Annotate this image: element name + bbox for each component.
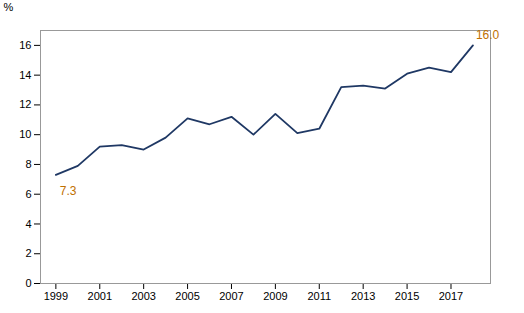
svg-text:7.3: 7.3: [60, 184, 77, 198]
svg-text:8: 8: [25, 158, 31, 170]
svg-text:2013: 2013: [351, 290, 375, 302]
svg-text:2: 2: [25, 247, 31, 259]
svg-text:10: 10: [19, 128, 31, 140]
svg-text:2011: 2011: [307, 290, 331, 302]
svg-text:2015: 2015: [395, 290, 419, 302]
svg-text:12: 12: [19, 98, 31, 110]
svg-text:2005: 2005: [175, 290, 199, 302]
svg-text:2009: 2009: [263, 290, 287, 302]
svg-text:16.0: 16.0: [476, 28, 500, 42]
svg-text:2017: 2017: [439, 290, 463, 302]
svg-text:16: 16: [19, 39, 31, 51]
svg-text:2007: 2007: [219, 290, 243, 302]
svg-text:14: 14: [19, 69, 31, 81]
svg-text:2001: 2001: [88, 290, 112, 302]
svg-text:1999: 1999: [44, 290, 68, 302]
svg-text:4: 4: [25, 217, 31, 229]
svg-text:2003: 2003: [131, 290, 155, 302]
svg-text:%: %: [4, 1, 14, 13]
svg-text:0: 0: [25, 277, 31, 289]
svg-text:6: 6: [25, 188, 31, 200]
